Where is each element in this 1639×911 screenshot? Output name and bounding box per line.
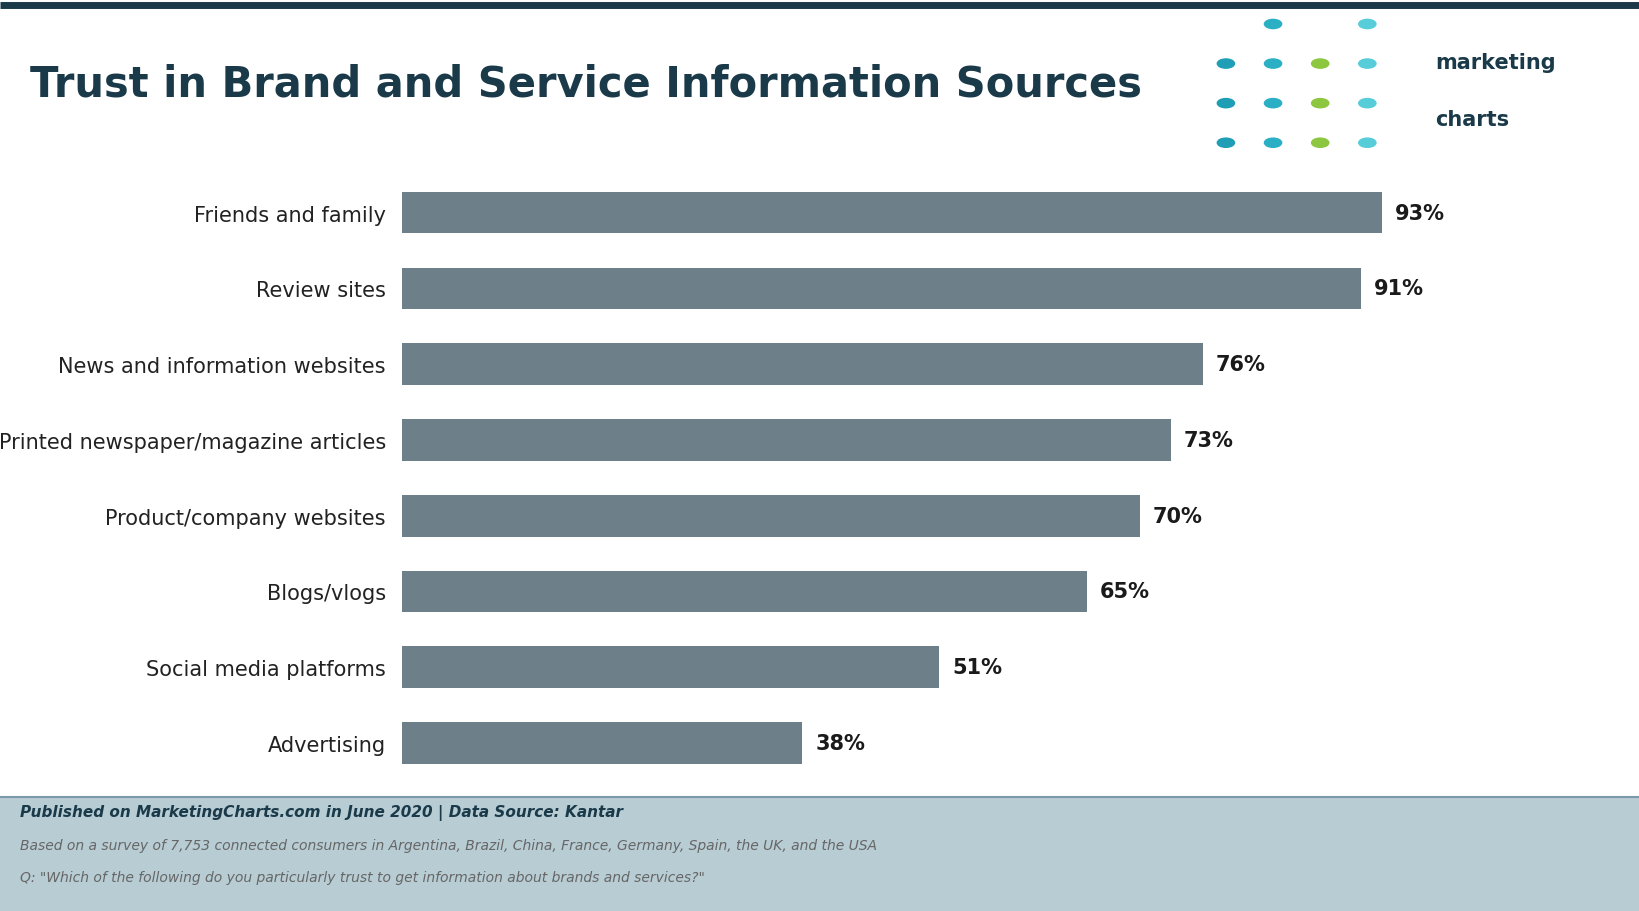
- Bar: [402, 420, 1170, 461]
- Text: charts: charts: [1434, 109, 1508, 129]
- Bar: [402, 647, 939, 689]
- Text: 93%: 93%: [1395, 203, 1444, 223]
- Text: 76%: 76%: [1214, 354, 1265, 374]
- Ellipse shape: [1359, 60, 1375, 69]
- Ellipse shape: [1264, 60, 1282, 69]
- Bar: [402, 722, 801, 764]
- Ellipse shape: [1216, 60, 1234, 69]
- Text: Based on a survey of 7,753 connected consumers in Argentina, Brazil, China, Fran: Based on a survey of 7,753 connected con…: [20, 838, 877, 852]
- Bar: [402, 496, 1139, 537]
- Ellipse shape: [1216, 99, 1234, 108]
- Bar: [402, 571, 1087, 612]
- Ellipse shape: [1359, 20, 1375, 29]
- Ellipse shape: [1216, 139, 1234, 148]
- Text: 38%: 38%: [815, 733, 864, 753]
- Ellipse shape: [1359, 139, 1375, 148]
- Text: 70%: 70%: [1152, 507, 1201, 527]
- Ellipse shape: [1264, 139, 1282, 148]
- Ellipse shape: [1359, 99, 1375, 108]
- Text: 73%: 73%: [1183, 430, 1233, 450]
- Ellipse shape: [1311, 60, 1328, 69]
- Text: 65%: 65%: [1100, 582, 1149, 602]
- Bar: [402, 268, 1360, 310]
- Bar: [402, 192, 1382, 234]
- Ellipse shape: [1264, 20, 1282, 29]
- Text: Q: "Which of the following do you particularly trust to get information about br: Q: "Which of the following do you partic…: [20, 870, 705, 884]
- Text: Trust in Brand and Service Information Sources: Trust in Brand and Service Information S…: [30, 64, 1141, 106]
- Bar: [402, 344, 1203, 385]
- Ellipse shape: [1264, 99, 1282, 108]
- Text: 51%: 51%: [952, 658, 1001, 678]
- Ellipse shape: [1311, 139, 1328, 148]
- Text: marketing: marketing: [1434, 53, 1555, 73]
- Ellipse shape: [1311, 99, 1328, 108]
- Text: Published on MarketingCharts.com in June 2020 | Data Source: Kantar: Published on MarketingCharts.com in June…: [20, 804, 623, 821]
- Text: 91%: 91%: [1373, 279, 1423, 299]
